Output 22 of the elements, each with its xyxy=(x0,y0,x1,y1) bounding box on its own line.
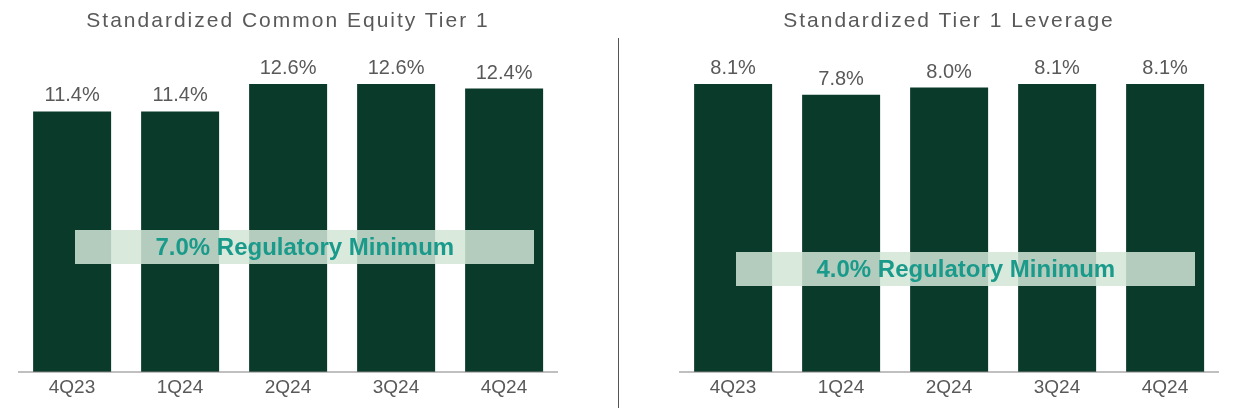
x-tick-label: 3Q24 xyxy=(1033,376,1081,398)
x-tick-label: 4Q23 xyxy=(709,376,757,398)
data-label: 8.1% xyxy=(1142,56,1189,78)
data-label: 11.4% xyxy=(44,83,100,106)
x-tick-label: 2Q24 xyxy=(264,376,312,398)
x-tick-label: 1Q24 xyxy=(817,376,865,398)
data-label: 12.6% xyxy=(259,56,317,78)
x-tick-label: 4Q24 xyxy=(480,376,528,398)
x-tick-label: 1Q24 xyxy=(156,376,204,398)
x-tick-label: 3Q24 xyxy=(372,376,420,398)
x-tick-label: 4Q23 xyxy=(48,376,96,398)
data-label: 8.1% xyxy=(710,56,757,78)
chart-title: Standardized Tier 1 Leverage xyxy=(782,8,1116,33)
data-label: 7.8% xyxy=(818,66,865,89)
data-label: 8.1% xyxy=(1034,56,1081,78)
data-label: 12.6% xyxy=(367,56,425,78)
data-label: 11.4% xyxy=(152,83,208,106)
data-label: 8.0% xyxy=(926,59,973,82)
x-tick-label: 2Q24 xyxy=(925,376,973,398)
data-label: 12.4% xyxy=(475,60,533,83)
x-tick-label: 4Q24 xyxy=(1141,376,1189,398)
chart-title: Standardized Common Equity Tier 1 xyxy=(85,8,491,33)
